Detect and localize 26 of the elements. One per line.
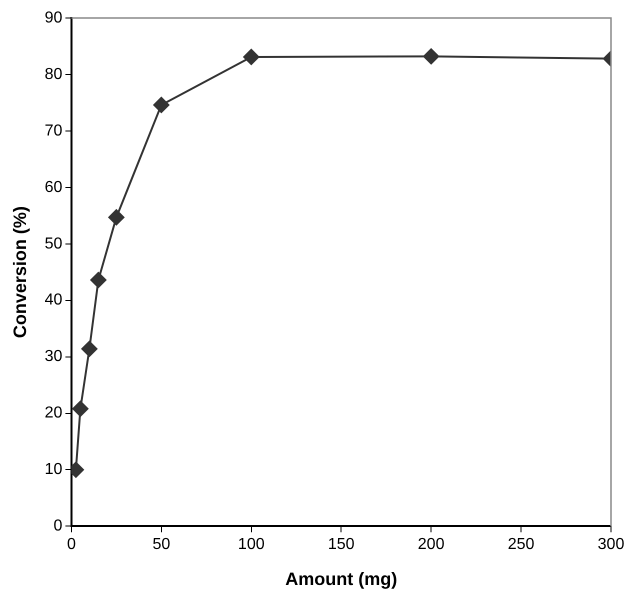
- y-tick-label: 50: [44, 235, 62, 252]
- point: [81, 340, 98, 357]
- point: [72, 400, 88, 417]
- x-tick-label: 200: [418, 536, 445, 554]
- y-tick-label: 30: [44, 348, 62, 366]
- x-tick-label: 300: [598, 536, 624, 554]
- x-tick-label: 0: [66, 536, 76, 554]
- y-tick-label: 60: [44, 178, 62, 196]
- point: [423, 48, 440, 64]
- point: [90, 272, 106, 288]
- y-tick-label: 80: [44, 66, 62, 83]
- point: [108, 209, 124, 226]
- x-tick-label: 150: [328, 536, 355, 554]
- x-tick-label: 250: [508, 536, 535, 554]
- x-tick-label: 50: [152, 536, 170, 554]
- y-tick-label: 20: [44, 404, 62, 422]
- y-tick-label: 40: [44, 292, 62, 309]
- point: [243, 48, 260, 65]
- x-axis-title: Amount (mg): [285, 569, 398, 590]
- y-tick-label: 90: [44, 9, 62, 26]
- y-tick-label: 70: [44, 122, 62, 140]
- y-axis-title: Conversion (%): [10, 206, 30, 338]
- x-tick-label: 100: [238, 536, 265, 554]
- point: [153, 96, 170, 113]
- y-tick-label: 0: [53, 518, 62, 535]
- y-tick-label: 10: [44, 461, 62, 478]
